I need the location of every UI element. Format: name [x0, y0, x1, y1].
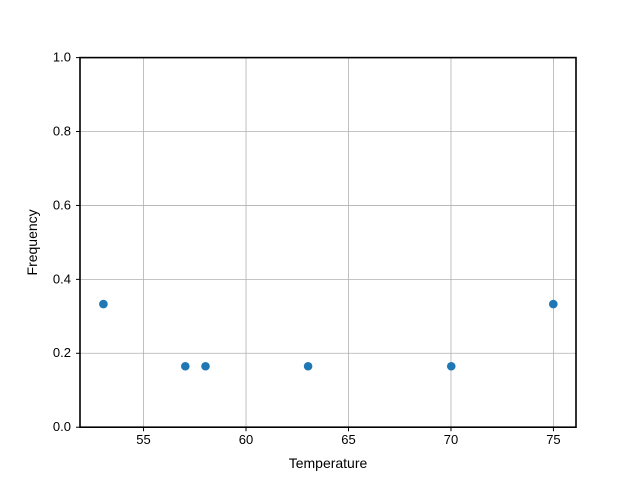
svg-text:0.8: 0.8	[53, 123, 71, 138]
svg-text:0.4: 0.4	[53, 271, 71, 286]
svg-text:0.2: 0.2	[53, 345, 71, 360]
svg-text:0.6: 0.6	[53, 197, 71, 212]
svg-text:60: 60	[239, 432, 253, 447]
svg-text:70: 70	[444, 432, 458, 447]
svg-text:Temperature: Temperature	[289, 455, 368, 471]
svg-text:55: 55	[136, 432, 150, 447]
svg-text:Frequency: Frequency	[24, 209, 40, 275]
svg-text:65: 65	[341, 432, 355, 447]
svg-text:0.0: 0.0	[53, 419, 71, 434]
svg-text:1.0: 1.0	[53, 50, 71, 65]
svg-text:75: 75	[546, 432, 560, 447]
